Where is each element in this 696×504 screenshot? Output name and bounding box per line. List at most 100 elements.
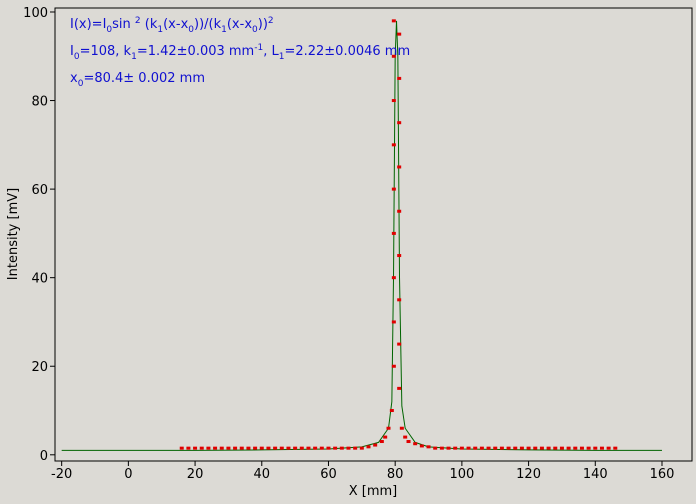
x-tick-label: 20 <box>187 467 204 482</box>
data-point <box>459 446 464 450</box>
data-point <box>186 446 191 450</box>
data-point <box>573 446 578 450</box>
annotation-part: 0 <box>252 25 258 35</box>
data-point <box>339 446 344 450</box>
annotation-part: =80.4± 0.002 mm <box>83 71 205 86</box>
x-tick-label: -20 <box>51 467 72 482</box>
x-tick-label: 60 <box>320 467 337 482</box>
data-point <box>193 446 198 450</box>
data-point <box>397 386 402 390</box>
data-point <box>373 443 378 447</box>
data-point <box>433 446 438 450</box>
data-point <box>391 187 396 191</box>
data-point <box>391 364 396 368</box>
data-point <box>213 446 218 450</box>
data-point <box>199 446 204 450</box>
data-point <box>593 446 598 450</box>
data-point <box>486 446 491 450</box>
data-point <box>391 320 396 324</box>
data-point <box>539 446 544 450</box>
data-point <box>391 231 396 235</box>
data-point <box>466 446 471 450</box>
x-tick-label: 40 <box>254 467 271 482</box>
x-tick-label: 160 <box>650 467 675 482</box>
data-point <box>266 446 271 450</box>
data-point <box>359 446 364 450</box>
x-tick-label: 100 <box>449 467 474 482</box>
data-point <box>426 445 431 449</box>
annotation-part: ))/(k <box>194 17 222 32</box>
data-point <box>413 442 418 446</box>
data-point <box>391 276 396 280</box>
data-point <box>453 446 458 450</box>
annotation: I0=108, k1=1.42±0.003 mm-1, L1=2.22±0.00… <box>70 43 410 62</box>
annotation-part: sin <box>112 17 135 32</box>
data-point <box>553 446 558 450</box>
data-point <box>391 54 396 58</box>
annotation-part: 0 <box>78 79 84 89</box>
y-tick-label: 0 <box>40 449 48 464</box>
annotation: x0=80.4± 0.002 mm <box>70 71 205 89</box>
data-point <box>386 426 391 430</box>
x-tick-label: 80 <box>387 467 404 482</box>
data-point <box>546 446 551 450</box>
annotation-part: 2 <box>135 16 141 26</box>
data-point <box>206 446 211 450</box>
data-point <box>397 254 402 258</box>
x-tick-label: 140 <box>583 467 608 482</box>
data-point <box>299 446 304 450</box>
y-tick-label: 20 <box>31 360 48 375</box>
data-point <box>279 446 284 450</box>
data-point <box>519 446 524 450</box>
data-point <box>391 99 396 103</box>
annotation-part: I(x)=I <box>70 17 106 32</box>
annotation-part: 0 <box>106 25 112 35</box>
data-point <box>313 446 318 450</box>
data-point <box>319 446 324 450</box>
annotation-part: 1 <box>221 25 227 35</box>
y-tick-label: 80 <box>31 95 48 110</box>
data-point <box>526 446 531 450</box>
data-point <box>397 209 402 213</box>
annotation-part: 1 <box>279 52 285 62</box>
annotation-part: 0 <box>74 52 80 62</box>
x-axis-label: X [mm] <box>349 484 398 499</box>
annotation-part: 0 <box>188 25 194 35</box>
annotation-part: =1.42±0.003 mm <box>137 44 254 59</box>
data-point <box>506 446 511 450</box>
data-point <box>253 446 258 450</box>
data-point <box>399 426 404 430</box>
data-point <box>566 446 571 450</box>
annotation-part: (x-x <box>163 17 188 32</box>
data-point <box>246 446 251 450</box>
data-point <box>419 444 424 448</box>
data-point <box>513 446 518 450</box>
x-tick-label: 0 <box>124 467 132 482</box>
data-point <box>391 19 396 23</box>
data-point <box>353 446 358 450</box>
y-tick-label: 60 <box>31 183 48 198</box>
data-point <box>439 446 444 450</box>
data-point <box>383 435 388 439</box>
data-point <box>586 446 591 450</box>
plot-area <box>54 7 693 462</box>
data-point <box>397 32 402 36</box>
x-tick-label: 120 <box>516 467 541 482</box>
annotation: I(x)=I0sin 2 (k1(x-x0))/(k1(x-x0))2 <box>70 16 274 35</box>
y-tick-label: 40 <box>31 272 48 287</box>
y-tick-label: 100 <box>23 6 48 21</box>
data-point <box>397 121 402 125</box>
data-point <box>326 446 331 450</box>
data-point <box>306 446 311 450</box>
data-point <box>606 446 611 450</box>
data-point <box>406 440 411 444</box>
data-point <box>391 143 396 147</box>
data-point <box>479 446 484 450</box>
data-point <box>599 446 604 450</box>
annotation-part: -1 <box>254 43 263 53</box>
annotation-part: =108, k <box>80 44 132 59</box>
data-point <box>533 446 538 450</box>
annotation-part: 2 <box>268 16 274 26</box>
